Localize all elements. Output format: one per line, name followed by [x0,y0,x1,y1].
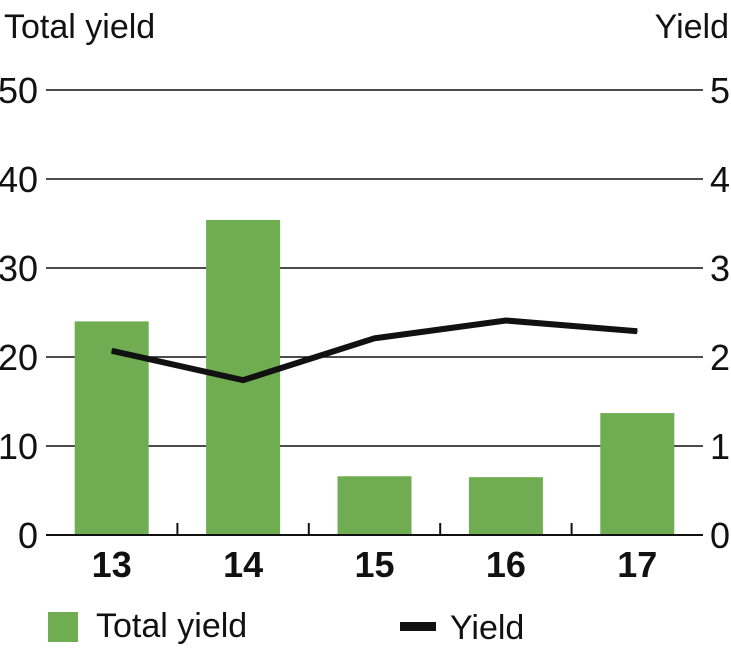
line-point [111,350,113,352]
right-tick-label: 4 [710,159,730,200]
left-tick-label: 20 [0,337,38,378]
left-tick-label: 40 [0,159,38,200]
left-tick-label: 10 [0,426,38,467]
left-tick-label: 50 [0,70,38,111]
category-label: 14 [223,544,263,585]
line-point [242,379,244,381]
bar [337,476,412,535]
legend-label-yield: Yield [450,609,524,647]
right-tick-label: 5 [710,70,730,111]
left-tick-label: 0 [18,515,38,556]
gridlines [46,89,703,447]
axes: 0 10 20 30 40 50 0 1 2 3 4 5 13 14 15 16 17 [0,70,730,585]
right-tick-label: 2 [710,337,730,378]
legend-swatch-total-yield [48,612,78,642]
legend: Total yield Yield [48,607,524,647]
category-label: 17 [617,544,657,585]
right-tick-label: 0 [710,515,730,556]
left-axis-title: Total yield [4,8,155,46]
line-point [636,330,638,332]
bar-series [74,219,675,535]
line-point [374,337,375,339]
right-tick-label: 3 [710,248,730,289]
right-axis-title: Yield [655,8,729,46]
line-series [111,317,638,384]
legend-swatch-yield [400,622,436,631]
bar [600,413,675,535]
legend-label-total-yield: Total yield [96,607,247,645]
yield-line [111,317,638,384]
category-label: 16 [486,544,526,585]
category-label: 15 [354,544,394,585]
category-label: 13 [92,544,132,585]
bar [468,477,543,535]
left-tick-label: 30 [0,248,38,289]
line-point [505,320,507,322]
right-tick-label: 1 [710,426,730,467]
